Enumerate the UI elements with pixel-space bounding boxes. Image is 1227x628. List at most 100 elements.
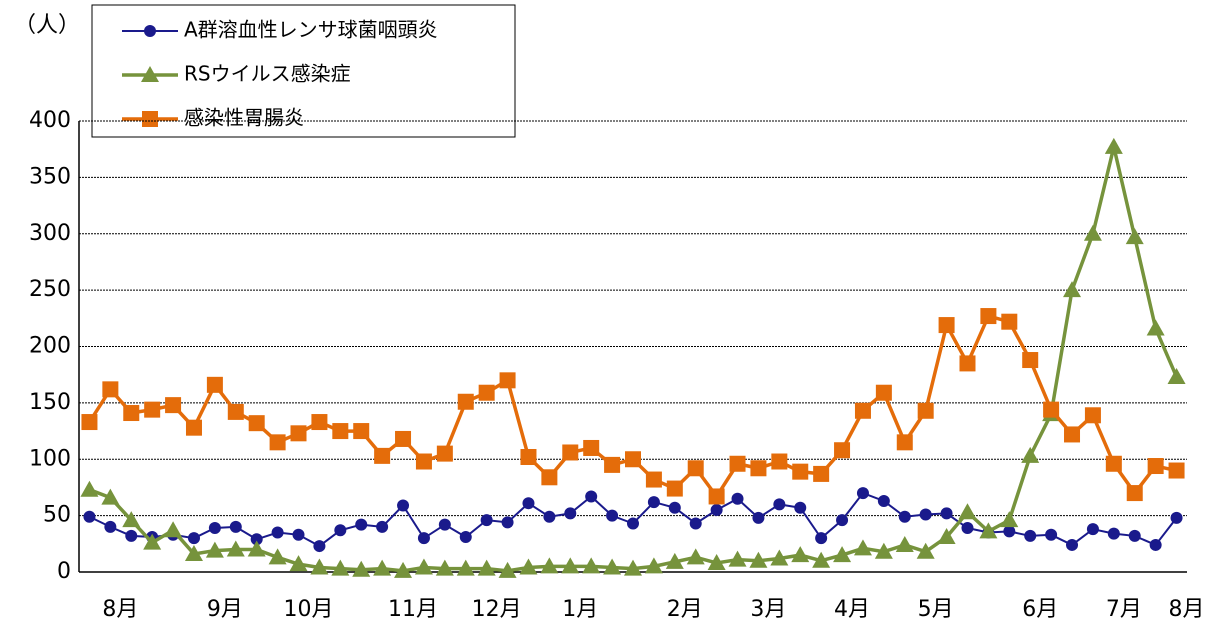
point [752, 511, 765, 524]
point [205, 541, 224, 558]
y-unit: （人） [14, 13, 80, 38]
point [812, 551, 831, 568]
point [561, 557, 580, 574]
point [310, 558, 329, 575]
point [311, 414, 328, 431]
point [603, 558, 622, 575]
point [187, 532, 200, 545]
point [647, 496, 660, 509]
point [227, 403, 244, 420]
y-tick-label: 300 [29, 221, 71, 246]
y-tick-label: 200 [29, 334, 71, 359]
point [606, 509, 619, 522]
point [874, 542, 893, 559]
x-tick-label: 2月 [667, 597, 703, 622]
point [229, 520, 242, 533]
x-tick-label: 5月 [918, 597, 954, 622]
point [686, 548, 705, 565]
point [562, 444, 579, 461]
point [898, 510, 911, 523]
point [271, 526, 284, 539]
point [1147, 458, 1164, 475]
point [1066, 538, 1079, 551]
point [355, 518, 368, 531]
point [1105, 455, 1122, 472]
point [836, 514, 849, 527]
point [627, 517, 639, 530]
point [165, 397, 182, 414]
point [144, 25, 156, 37]
point [940, 507, 953, 520]
point [268, 548, 287, 565]
point [1024, 529, 1037, 542]
point [1001, 313, 1018, 330]
y-tick-label: 50 [43, 503, 71, 528]
point [397, 499, 410, 512]
point [248, 415, 265, 432]
series-line [87, 313, 1177, 500]
point [961, 522, 974, 535]
point [834, 442, 851, 459]
point [583, 439, 600, 456]
point [645, 471, 662, 488]
point [750, 460, 767, 477]
point [771, 453, 788, 470]
point [895, 535, 914, 552]
point [1063, 281, 1082, 298]
point [247, 540, 266, 557]
point [125, 529, 138, 542]
point [394, 561, 413, 578]
point [501, 516, 514, 529]
point [435, 559, 454, 576]
point [1146, 319, 1165, 336]
point [395, 430, 412, 447]
point [498, 561, 517, 578]
point [122, 511, 141, 528]
point [250, 533, 263, 546]
point [144, 401, 161, 418]
point [499, 372, 516, 389]
point [269, 434, 286, 451]
x-tick-label: 9月 [207, 597, 243, 622]
point [522, 497, 535, 510]
point [123, 405, 140, 422]
point [1022, 352, 1039, 369]
point [689, 517, 702, 530]
point [1104, 137, 1123, 154]
point [1128, 529, 1141, 542]
y-tick-label: 400 [29, 108, 71, 133]
point [1107, 527, 1120, 540]
y-tick-label: 100 [29, 446, 71, 471]
point [833, 546, 852, 563]
point [604, 456, 621, 473]
point [980, 308, 997, 325]
legend-label: RSウイルス感染症 [184, 62, 351, 86]
point [937, 528, 956, 545]
point [353, 423, 370, 440]
point [142, 111, 158, 127]
point [478, 384, 495, 401]
point [938, 317, 955, 334]
point [728, 550, 747, 567]
point [585, 490, 598, 503]
point [773, 498, 786, 511]
point [540, 557, 559, 574]
point [1083, 224, 1102, 241]
point [438, 518, 451, 531]
point [208, 522, 221, 535]
point [917, 402, 934, 419]
point [979, 522, 998, 539]
y-tick-label: 0 [57, 559, 71, 584]
point [1003, 525, 1016, 538]
point [376, 520, 389, 533]
point [1064, 426, 1081, 443]
point [916, 542, 935, 559]
point [854, 402, 871, 419]
point [856, 487, 869, 500]
point [459, 531, 472, 544]
point [80, 480, 99, 497]
point [1086, 523, 1099, 536]
point [332, 423, 349, 440]
point [141, 66, 159, 82]
